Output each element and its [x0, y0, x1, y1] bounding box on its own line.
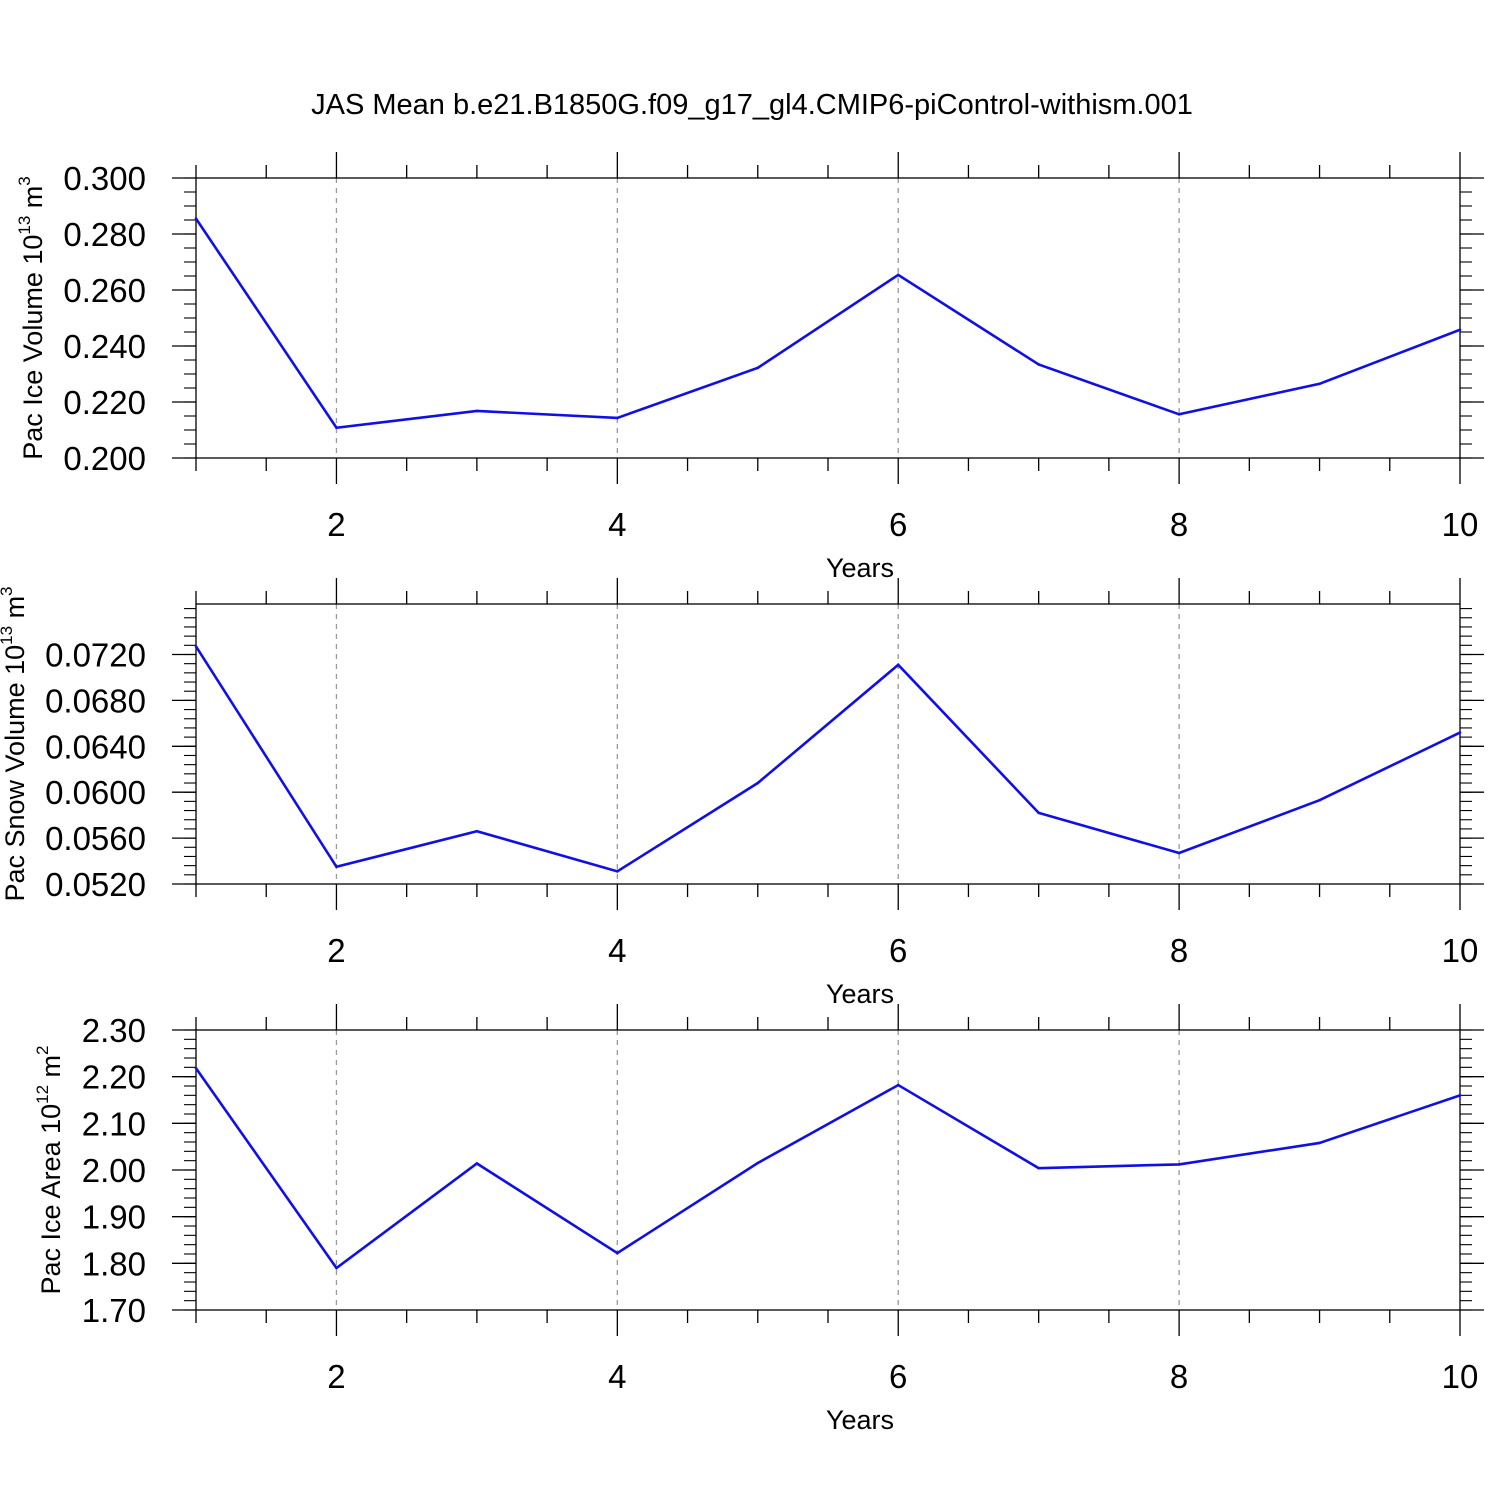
- y-tick-label: 1.70: [82, 1292, 146, 1329]
- y-tick-label: 0.220: [63, 384, 146, 421]
- y-axis-label-part: Pac Snow Volume 10: [0, 645, 30, 902]
- data-point: [896, 273, 900, 277]
- x-tick-label: 8: [1170, 932, 1188, 969]
- y-tick-label: 0.200: [63, 440, 146, 477]
- y-axis-label: Pac Snow Volume 1013 m3: [0, 586, 30, 901]
- data-point: [335, 426, 338, 430]
- data-point: [475, 409, 479, 413]
- chart-panel-2: 0.0520 0.0560 0.0600 0.0640 0.0680 0.0720 2 4 6 8…: [0, 578, 1484, 1009]
- x-tick-label: 2: [327, 1358, 345, 1395]
- series-line: [194, 645, 1461, 873]
- y-tick-label: 2.30: [82, 1012, 146, 1049]
- x-tick-label: 10: [1442, 1358, 1479, 1395]
- y-tick-label: 0.0680: [45, 682, 146, 719]
- data-point: [1177, 413, 1181, 416]
- y-tick-label: 1.80: [82, 1245, 146, 1282]
- data-point: [1318, 1141, 1321, 1145]
- data-point: [1458, 1094, 1462, 1097]
- y-axis-label-superscript: 3: [0, 586, 16, 595]
- x-tick-label: 4: [608, 932, 626, 969]
- x-tick-label: 2: [327, 932, 345, 969]
- y-tick-label: 0.0640: [45, 728, 146, 765]
- y-axis-label: Pac Ice Area 1012 m2: [33, 1045, 66, 1294]
- x-tick-label: 4: [608, 506, 626, 543]
- data-point: [896, 663, 900, 667]
- data-point: [1037, 1166, 1040, 1170]
- y-axis-label: Pac Ice Volume 1013 m3: [15, 176, 48, 460]
- data-point: [616, 416, 619, 420]
- data-point: [1037, 363, 1040, 366]
- y-axis-label-superscript: 3: [15, 176, 34, 185]
- data-point: [1037, 811, 1040, 815]
- data-point: [1177, 1163, 1181, 1166]
- x-tick-label: 2: [327, 506, 345, 543]
- series-line: [194, 217, 1461, 430]
- data-point: [756, 366, 760, 370]
- data-point: [335, 865, 338, 869]
- x-tick-label: 10: [1442, 506, 1479, 543]
- x-tick-label: 6: [889, 506, 907, 543]
- data-point: [1318, 382, 1321, 386]
- data-point: [475, 829, 479, 833]
- x-axis-label: Years: [826, 553, 894, 583]
- data-point: [1458, 731, 1462, 734]
- y-axis-label-superscript: 13: [15, 216, 34, 235]
- x-tick-label: 8: [1170, 1358, 1188, 1395]
- y-axis-label-superscript: 13: [0, 626, 16, 645]
- y-tick-label: 0.280: [63, 216, 146, 253]
- y-tick-label: 0.0520: [45, 866, 146, 903]
- data-point: [756, 781, 760, 785]
- y-tick-label: 2.20: [82, 1059, 146, 1096]
- data-point: [194, 217, 198, 220]
- data-point: [335, 1266, 338, 1270]
- chart-panel-3: 1.70 1.80 1.90 2.00 2.10 2.20 2.30 2 4 6 8 10 Years P…: [33, 1004, 1484, 1435]
- chart-panel-1: 0.200 0.220 0.240 0.260 0.280 0.300 2 4 6 8 10 Year…: [15, 152, 1484, 583]
- data-point: [1177, 851, 1181, 855]
- y-axis-label-part: Pac Ice Area 10: [36, 1104, 66, 1295]
- y-axis-label-part: m: [0, 596, 30, 626]
- y-tick-label: 2.00: [82, 1152, 146, 1189]
- y-tick-label: 0.240: [63, 328, 146, 365]
- y-tick-label: 1.90: [82, 1199, 146, 1236]
- data-point: [756, 1161, 760, 1165]
- x-axis-label: Years: [826, 1405, 894, 1435]
- data-point: [1318, 798, 1321, 802]
- data-point: [616, 1251, 619, 1255]
- y-tick-label: 0.300: [63, 160, 146, 197]
- x-tick-label: 8: [1170, 506, 1188, 543]
- chart-panels: 0.200 0.220 0.240 0.260 0.280 0.300 2 4 6 8 10 Year…: [0, 152, 1484, 1435]
- data-point: [194, 645, 198, 648]
- data-point: [194, 1066, 198, 1070]
- data-point: [896, 1083, 900, 1087]
- x-tick-label: 4: [608, 1358, 626, 1395]
- y-tick-label: 0.260: [63, 272, 146, 309]
- x-tick-label: 10: [1442, 932, 1479, 969]
- series-line: [194, 1067, 1461, 1270]
- x-axis-label: Years: [826, 979, 894, 1009]
- y-axis-label-part: m: [18, 186, 48, 216]
- figure-title: JAS Mean b.e21.B1850G.f09_g17_gl4.CMIP6-…: [311, 89, 1193, 121]
- y-tick-label: 0.0600: [45, 774, 146, 811]
- x-tick-label: 6: [889, 932, 907, 969]
- y-axis-label-superscript: 2: [33, 1045, 52, 1054]
- y-tick-label: 2.10: [82, 1105, 146, 1142]
- data-point: [616, 870, 619, 873]
- y-axis-label-superscript: 12: [33, 1085, 52, 1104]
- data-point: [1458, 328, 1462, 332]
- x-tick-label: 6: [889, 1358, 907, 1395]
- y-tick-label: 0.0560: [45, 820, 146, 857]
- y-tick-label: 0.0720: [45, 636, 146, 673]
- data-point: [475, 1162, 479, 1165]
- y-axis-label-part: Pac Ice Volume 10: [18, 235, 48, 460]
- y-axis-label-part: m: [36, 1055, 66, 1085]
